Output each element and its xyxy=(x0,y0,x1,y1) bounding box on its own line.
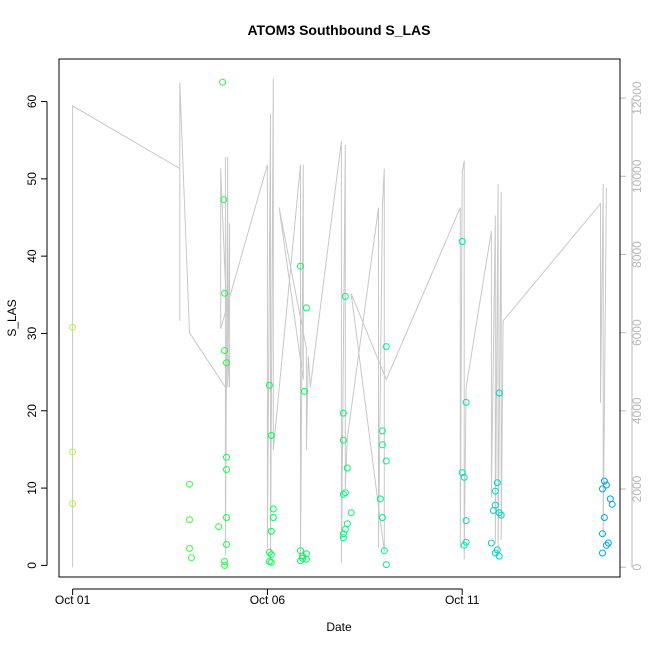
data-point xyxy=(297,262,304,270)
data-point xyxy=(602,541,610,549)
y-tick-label: 10 xyxy=(25,481,39,495)
data-point xyxy=(378,514,386,521)
right-axis-series xyxy=(72,78,607,568)
y-tick-label: 20 xyxy=(25,404,39,418)
y-tick-label: 40 xyxy=(25,249,39,263)
data-point xyxy=(267,432,275,439)
data-point xyxy=(339,409,347,417)
data-point xyxy=(495,389,503,397)
data-point xyxy=(491,487,499,495)
data-point xyxy=(599,530,606,538)
data-point xyxy=(267,558,275,566)
data-point xyxy=(267,551,275,559)
data-point xyxy=(602,481,610,489)
data-point xyxy=(382,343,390,351)
data-point xyxy=(493,479,501,487)
data-point xyxy=(380,547,388,555)
data-point xyxy=(604,539,612,547)
data-point xyxy=(495,552,503,560)
data-point xyxy=(487,539,495,547)
axes: 0 10 20 30 40 50 60 0 2000 4000 6000 8000 10000 12000… xyxy=(25,81,644,607)
data-point xyxy=(302,304,310,312)
data-point xyxy=(302,555,310,563)
data-point xyxy=(489,507,497,514)
data-point xyxy=(341,292,349,300)
data-point xyxy=(69,500,77,508)
plot-frame xyxy=(58,58,621,578)
data-point xyxy=(382,457,390,465)
y-axis-label: S_LAS xyxy=(5,299,19,336)
data-point xyxy=(302,550,310,558)
data-point xyxy=(382,561,390,569)
data-point xyxy=(378,441,386,449)
data-point xyxy=(223,541,230,548)
data-point xyxy=(186,516,193,524)
data-point xyxy=(339,436,347,444)
data-point xyxy=(339,534,347,542)
x-tick-label: Oct 01 xyxy=(55,593,91,607)
data-point xyxy=(343,464,351,472)
data-point xyxy=(378,427,386,435)
data-point xyxy=(223,514,230,521)
data-point xyxy=(221,558,229,565)
data-point xyxy=(265,381,273,389)
y-tick-label: 60 xyxy=(25,95,39,109)
y2-tick-label: 10000 xyxy=(630,159,644,193)
data-point xyxy=(599,549,606,557)
x-tick-label: Oct 11 xyxy=(445,593,480,607)
data-point xyxy=(219,78,227,86)
data-point xyxy=(341,489,349,497)
data-point xyxy=(462,517,470,525)
data-point xyxy=(600,477,608,485)
data-point xyxy=(460,473,468,481)
y2-tick-label: 4000 xyxy=(630,397,644,424)
data-point xyxy=(600,514,608,521)
data-point xyxy=(265,548,273,556)
data-point xyxy=(221,561,229,569)
data-point xyxy=(347,509,355,517)
right-series-line xyxy=(72,78,607,568)
data-point xyxy=(69,323,77,331)
data-point xyxy=(495,509,503,517)
y-tick-label: 50 xyxy=(25,172,39,186)
data-point xyxy=(215,523,223,531)
data-point xyxy=(339,530,347,538)
data-point xyxy=(223,453,230,461)
data-point xyxy=(608,500,616,508)
y2-tick-label: 8000 xyxy=(630,241,644,268)
data-point xyxy=(460,541,468,549)
y-tick-label: 0 xyxy=(25,562,39,569)
data-point xyxy=(69,448,77,456)
data-point xyxy=(300,387,308,395)
data-point xyxy=(220,196,228,204)
data-point xyxy=(186,544,193,552)
x-tick-label: Oct 06 xyxy=(250,593,286,607)
data-point xyxy=(341,525,349,533)
data-point xyxy=(462,398,470,406)
data-point xyxy=(497,511,505,519)
data-point xyxy=(458,469,466,477)
chart-title: ATOM3 Southbound S_LAS xyxy=(247,22,430,38)
data-point xyxy=(269,505,277,513)
s-las-points xyxy=(69,78,616,569)
data-point xyxy=(458,238,466,245)
data-point xyxy=(223,466,230,473)
data-point xyxy=(221,289,229,297)
data-point xyxy=(339,490,347,498)
data-point xyxy=(267,527,275,535)
data-point xyxy=(188,554,195,562)
x-axis-label: Date xyxy=(326,620,352,634)
data-point xyxy=(221,347,229,354)
y2-tick-label: 0 xyxy=(630,564,644,571)
data-point xyxy=(186,480,193,488)
data-point xyxy=(376,495,384,503)
y2-tick-label: 2000 xyxy=(630,475,644,502)
y2-tick-label: 6000 xyxy=(630,319,644,346)
y-tick-label: 30 xyxy=(25,327,39,341)
data-point xyxy=(269,514,277,521)
data-point xyxy=(223,359,230,367)
data-point xyxy=(599,485,606,493)
y2-tick-label: 12000 xyxy=(630,81,644,115)
